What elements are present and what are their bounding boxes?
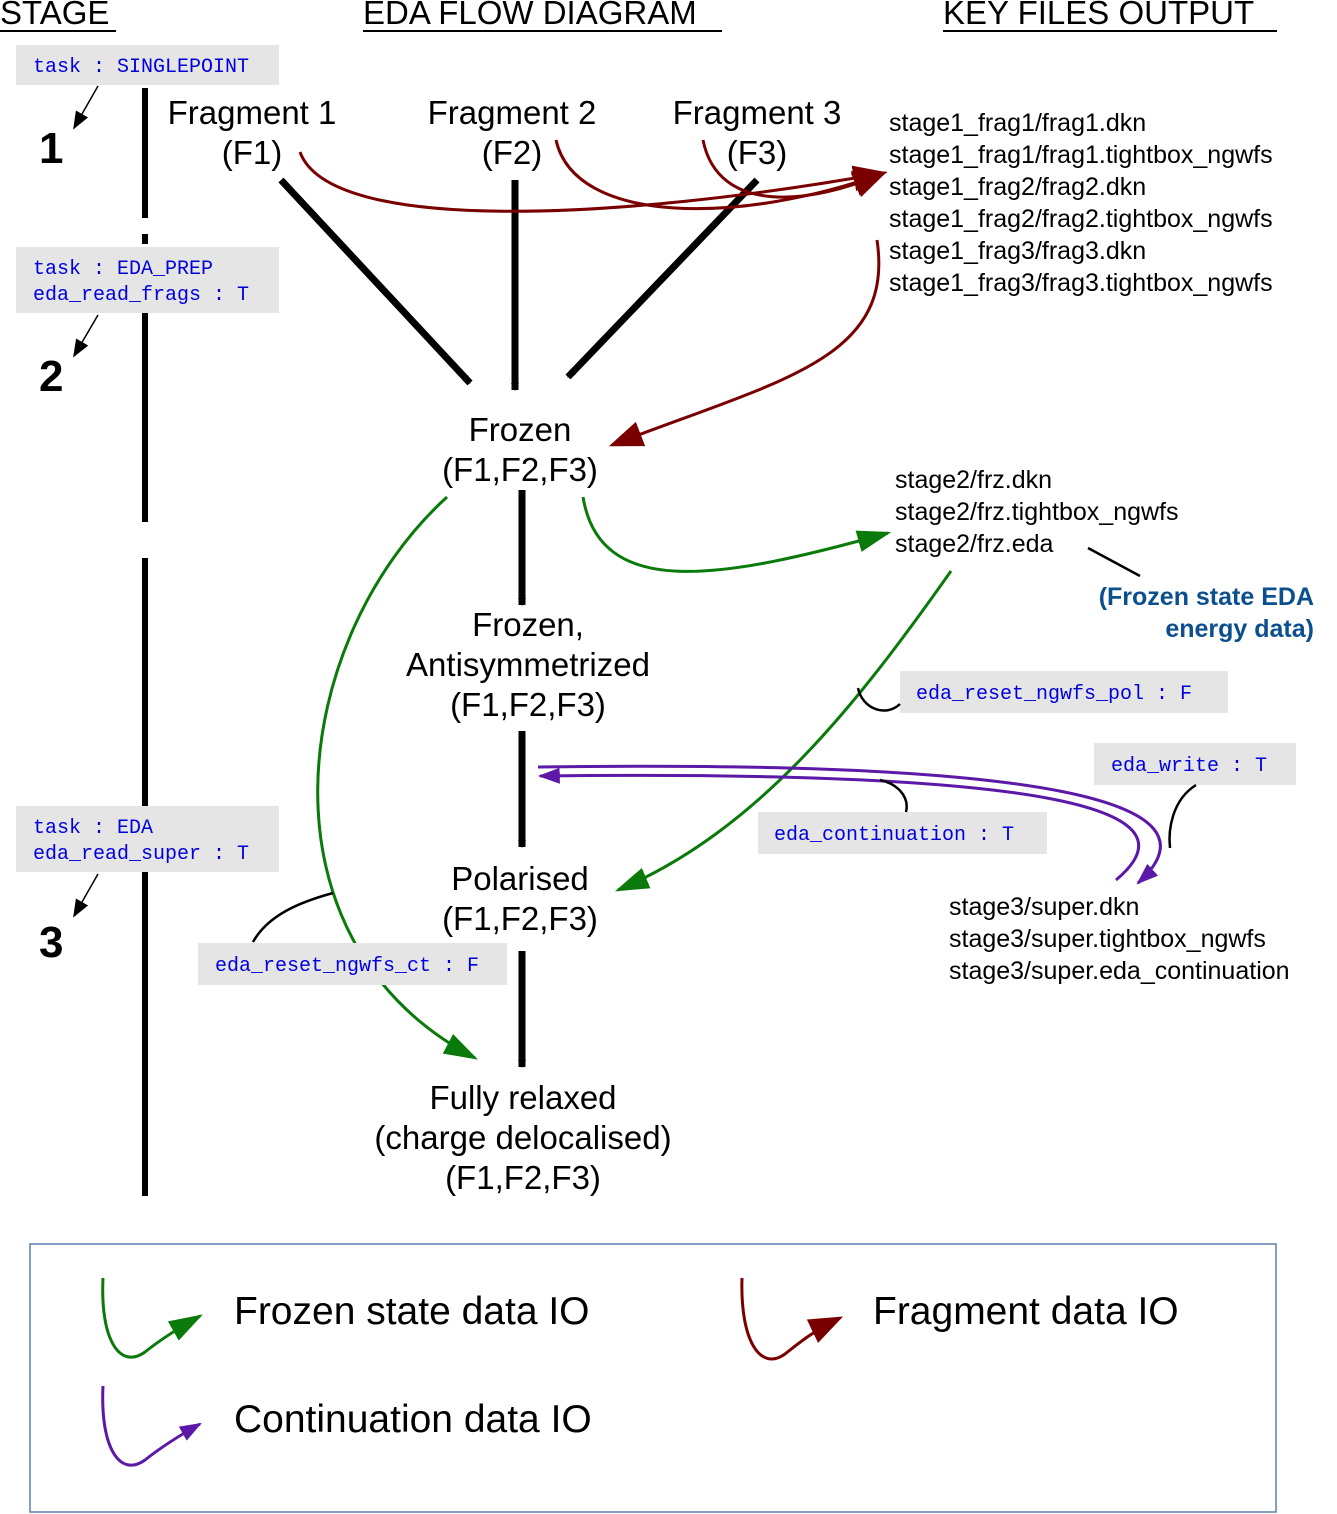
files-stage-2: stage2/frz.dkn stage2/frz.tightbox_ngwfs… [895,466,1179,558]
legend-box [29,1243,1277,1513]
legend: Frozen state data IO Fragment data IO Co… [29,1243,1277,1513]
svg-text:(F1,F2,F3): (F1,F2,F3) [442,900,598,937]
continuation-io-read [537,767,1141,882]
stage-1-settings: task : SINGLEPOINT [16,45,279,85]
svg-text:(F1,F2,F3): (F1,F2,F3) [445,1159,601,1196]
fragment-io-read [608,239,881,447]
continuation-io-write [537,764,1162,885]
file-stage1-frag1-ngwfs: stage1_frag1/frag1.tightbox_ngwfs [889,141,1273,169]
stage-3-settings: task : EDA eda_read_super : T [16,806,279,872]
fragment-io-f1-write [298,151,888,213]
file-stage2-dkn: stage2/frz.dkn [895,466,1052,494]
frozen-io-write [581,496,892,573]
svg-text:Fragment 2: Fragment 2 [428,94,597,131]
file-stage3-continuation: stage3/super.eda_continuation [949,957,1290,985]
file-stage3-ngwfs: stage3/super.tightbox_ngwfs [949,925,1266,953]
stage-2-setting-task: task : EDA_PREP [33,258,213,281]
file-stage1-frag1-dkn: stage1_frag1/frag1.dkn [889,109,1146,137]
file-stage1-frag2-dkn: stage1_frag2/frag2.dkn [889,173,1146,201]
keyword-reset-pol-connector [856,687,901,712]
svg-text:Frozen,: Frozen, [472,606,584,643]
keyword-continuation-connector [879,778,908,813]
svg-text:Frozen: Frozen [469,411,572,448]
legend-frozen-swatch [101,1277,203,1359]
stage-2-number: 2 [39,352,63,401]
keyword-reset-ct: eda_reset_ngwfs_ct : F [198,943,507,985]
svg-text:(charge delocalised): (charge delocalised) [374,1119,671,1156]
svg-text:eda_write : T: eda_write : T [1111,755,1267,778]
legend-continuation-swatch [101,1385,202,1467]
stage-3-setting-read-super: eda_read_super : T [33,843,249,866]
file-stage2-eda: stage2/frz.eda [895,530,1054,558]
keyword-reset-pol: eda_reset_ngwfs_pol : F [900,671,1228,713]
stage-2-setting-read-frags: eda_read_frags : T [33,284,249,307]
svg-text:(F1,F2,F3): (F1,F2,F3) [450,686,606,723]
keyword-write-connector [1168,783,1197,849]
file-stage1-frag3-dkn: stage1_frag3/frag3.dkn [889,237,1146,265]
header-files: KEY FILES OUTPUT [943,0,1254,31]
stage-3-setting-task: task : EDA [33,817,153,840]
fragment-io-f3-write [701,139,888,199]
stage-2-pointer [73,314,99,358]
node-fragment-3: Fragment 3 (F3) [673,94,842,171]
svg-text:(F1,F2,F3): (F1,F2,F3) [442,451,598,488]
keyword-reset-ct-connector [251,891,334,943]
svg-text:(Frozen state EDA: (Frozen state EDA [1099,583,1314,611]
stage-1-setting-task: task : SINGLEPOINT [33,56,249,79]
stage-1-number: 1 [39,124,63,173]
header-diagram: EDA FLOW DIAGRAM [363,0,697,31]
files-stage-1: stage1_frag1/frag1.dkn stage1_frag1/frag… [889,109,1273,297]
frozen-io-arrows [316,495,953,1060]
node-fragment-2: Fragment 2 (F2) [428,94,597,171]
main-flow-arrows [278,177,760,1068]
fragment-io-arrows [298,139,888,447]
svg-text:Fully relaxed: Fully relaxed [429,1079,616,1116]
svg-text:(F1): (F1) [222,134,283,171]
legend-continuation-label: Continuation data IO [234,1398,592,1441]
legend-frozen-label: Frozen state data IO [234,1290,590,1333]
stage-1-pointer [73,85,99,130]
svg-text:eda_reset_ngwfs_ct : F: eda_reset_ngwfs_ct : F [215,955,479,978]
frozen-io-read-relaxed [316,495,479,1060]
arrow-f1-to-frozen [278,177,473,386]
svg-text:Polarised: Polarised [451,860,589,897]
continuation-io-arrows [537,764,1162,885]
node-polarised: Polarised (F1,F2,F3) [442,860,598,937]
node-fully-relaxed: Fully relaxed (charge delocalised) (F1,F… [374,1079,671,1196]
svg-text:Fragment 3: Fragment 3 [673,94,842,131]
node-frozen-antisymmetrized: Frozen, Antisymmetrized (F1,F2,F3) [406,606,650,723]
file-stage3-dkn: stage3/super.dkn [949,893,1139,921]
svg-text:eda_continuation : T: eda_continuation : T [774,824,1014,847]
svg-text:energy data): energy data) [1165,615,1314,643]
svg-text:eda_reset_ngwfs_pol : F: eda_reset_ngwfs_pol : F [916,683,1192,706]
file-stage1-frag2-ngwfs: stage1_frag2/frag2.tightbox_ngwfs [889,205,1273,233]
frozen-eda-note: (Frozen state EDA energy data) [1099,583,1314,643]
note-connector [1087,546,1141,578]
keyword-continuation: eda_continuation : T [758,812,1047,854]
svg-text:Fragment 1: Fragment 1 [168,94,337,131]
frozen-io-read-polarised [614,570,953,892]
svg-text:(F3): (F3) [727,134,788,171]
keyword-write: eda_write : T [1094,743,1296,785]
svg-text:Antisymmetrized: Antisymmetrized [406,646,650,683]
node-fragment-1: Fragment 1 (F1) [168,94,337,171]
stage-3-number: 3 [39,918,63,967]
files-stage-3: stage3/super.dkn stage3/super.tightbox_n… [949,893,1290,985]
legend-fragment-label: Fragment data IO [873,1290,1179,1333]
legend-fragment-swatch [740,1277,844,1361]
stage-2-settings: task : EDA_PREP eda_read_frags : T [16,247,279,313]
file-stage2-ngwfs: stage2/frz.tightbox_ngwfs [895,498,1179,526]
stage-3-pointer [73,873,99,918]
header-stage: STAGE [0,0,109,31]
node-frozen: Frozen (F1,F2,F3) [442,411,598,488]
svg-text:(F2): (F2) [482,134,543,171]
arrow-f3-to-frozen [565,177,760,380]
file-stage1-frag3-ngwfs: stage1_frag3/frag3.tightbox_ngwfs [889,269,1273,297]
